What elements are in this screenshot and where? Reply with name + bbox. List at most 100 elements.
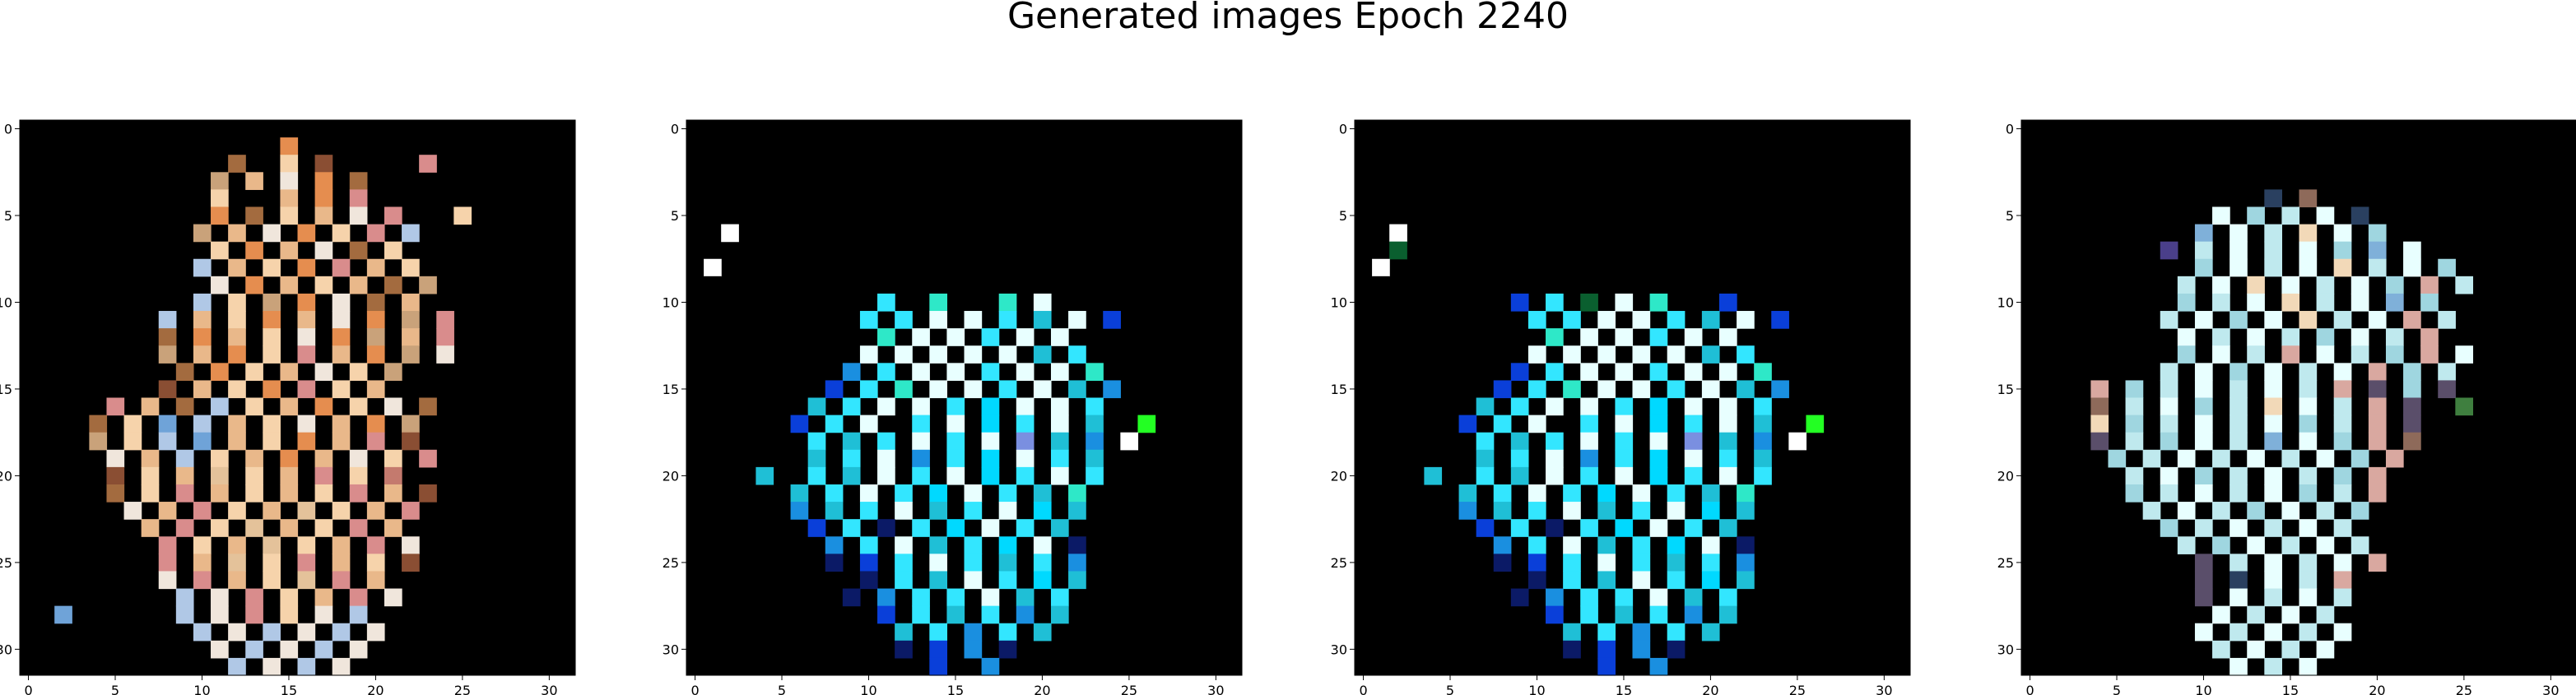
pixel-cell: [807, 432, 826, 451]
pixel-cell: [1649, 605, 1668, 624]
pixel-cell: [193, 415, 212, 433]
pixel-cell: [1016, 397, 1035, 416]
pixel-cell: [332, 536, 351, 554]
pixel-cell: [1684, 432, 1703, 451]
pixel-cell: [314, 363, 333, 381]
pixel-cell: [1050, 363, 1069, 381]
pixel-cell: [895, 571, 913, 590]
pixel-cell: [366, 293, 385, 312]
pixel-cell: [402, 258, 420, 277]
pixel-cell: [366, 345, 385, 364]
pixel-cell: [2403, 380, 2421, 399]
pixel-cell: [1788, 432, 1807, 451]
pixel-cell: [175, 397, 194, 416]
pixel-cell: [366, 536, 385, 554]
pixel-cell: [1527, 415, 1546, 433]
pixel-cell: [946, 449, 965, 468]
pixel-cell: [175, 466, 194, 485]
pixel-cell: [280, 519, 299, 537]
pixel-cell: [366, 258, 385, 277]
panel-1: 0 5 10 15 20 25 30 0 5 10 15 20 25 30: [0, 119, 576, 695]
pixel-cell: [263, 380, 281, 399]
pixel-cell: [2403, 258, 2421, 277]
pixel-cell: [2194, 397, 2213, 416]
pixel-cell: [228, 571, 246, 590]
pixel-cell: [228, 224, 246, 243]
pixel-cell: [280, 466, 299, 485]
pixel-cell: [1527, 536, 1546, 554]
pixel-cell: [1546, 293, 1564, 312]
pixel-cell: [332, 432, 351, 451]
pixel-cell: [245, 484, 263, 503]
pixel-cell: [245, 449, 263, 468]
pixel-cell: [263, 571, 281, 590]
pixel-cell: [141, 519, 160, 537]
pixel-cell: [1493, 554, 1512, 572]
pixel-cell: [263, 657, 281, 676]
pixel-cell: [384, 276, 402, 294]
pixel-cell: [2160, 397, 2178, 416]
pixel-cell: [2299, 415, 2318, 433]
pixel-cell: [280, 640, 299, 659]
pixel-cell: [158, 328, 177, 346]
pixel-cell: [2142, 502, 2161, 520]
pixel-cell: [1632, 623, 1651, 642]
pixel-cell: [1068, 345, 1086, 364]
pixel-cell: [1684, 397, 1703, 416]
pixel-cell: [2281, 293, 2300, 312]
x-tick-label: 30: [541, 683, 557, 695]
pixel-cell: [1068, 380, 1086, 399]
pixel-cell: [1649, 293, 1668, 312]
pixel-cell: [1016, 432, 1035, 451]
pixel-cell: [1546, 466, 1564, 485]
pixel-cell: [877, 605, 895, 624]
pixel-cell: [2194, 554, 2213, 572]
pixel-cell: [790, 484, 809, 503]
pixel-cell: [2230, 466, 2248, 485]
pixel-cell: [384, 449, 402, 468]
pixel-cell: [158, 554, 177, 572]
pixel-cell: [2350, 536, 2369, 554]
pixel-cell: [211, 363, 229, 381]
pixel-cell: [1615, 432, 1634, 451]
pixel-cell: [1597, 502, 1616, 520]
pixel-cell: [1632, 554, 1651, 572]
pixel-cell: [2230, 363, 2248, 381]
pixel-cell: [2264, 588, 2282, 607]
pixel-cell: [2316, 345, 2335, 364]
pixel-cell: [1632, 502, 1651, 520]
pixel-cell: [2212, 605, 2230, 624]
pixel-cell: [1737, 345, 1755, 364]
pixel-cell: [2316, 206, 2335, 225]
pixel-cell: [332, 293, 351, 312]
pixel-cell: [1580, 432, 1598, 451]
pixel-cell: [1546, 432, 1564, 451]
pixel-cell: [2177, 293, 2196, 312]
pixel-cell: [1615, 449, 1634, 468]
pixel-cell: [2385, 328, 2404, 346]
pixel-cell: [263, 623, 281, 642]
pixel-cell: [1615, 397, 1634, 416]
pixel-cell: [1701, 380, 1720, 399]
pixel-cell: [2368, 224, 2387, 243]
pixel-cell: [807, 449, 826, 468]
pixel-cell: [384, 397, 402, 416]
pixel-cell: [2230, 519, 2248, 537]
pixel-cell: [859, 571, 878, 590]
pixel-cell: [2160, 311, 2178, 329]
pixel-cell: [89, 415, 108, 433]
pixel-cell: [2420, 328, 2439, 346]
pixel-cell: [2333, 623, 2352, 642]
pixel-cell: [193, 536, 212, 554]
pixel-cell: [929, 502, 947, 520]
pixel-cell: [228, 258, 246, 277]
pixel-cell: [1033, 571, 1052, 590]
pixel-cell: [2438, 311, 2456, 329]
pixel-cell: [1684, 466, 1703, 485]
pixel-cell: [228, 155, 246, 173]
pixel-cell: [2333, 571, 2352, 590]
pixel-cell: [1580, 519, 1598, 537]
pixel-cell: [280, 588, 299, 607]
pixel-cell: [366, 224, 385, 243]
pixel-cell: [1563, 484, 1581, 503]
